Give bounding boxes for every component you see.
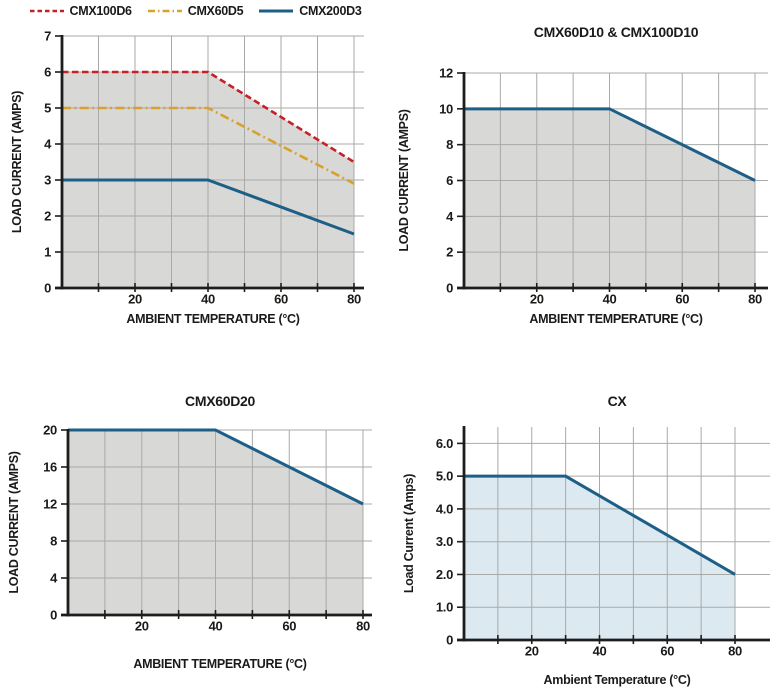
axes (457, 72, 768, 292)
series-line-CMX60D5 (62, 106, 355, 185)
axes (55, 35, 364, 292)
y-tick-label: 20 (43, 423, 57, 438)
y-tick-label: 6 (44, 65, 51, 80)
chart-cx: 20 40 60 80 0 1.0 2.0 3.0 4.0 5.0 6.0 Ambient Tempe… (390, 380, 778, 694)
legend-label: CMX200D3 (299, 4, 362, 18)
y-axis-label: LOAD CURRENT (AMPS) (7, 451, 21, 593)
y-tick-label: 1 (44, 245, 51, 260)
y-tick-label: 5 (44, 101, 51, 116)
chart-canvas: 20 40 60 80 0 4 8 12 16 20 AMBIENT TEMPERATURE (°C… (7, 393, 372, 671)
y-tick-label: 2.0 (436, 567, 453, 582)
legend-label: CMX100D6 (69, 4, 133, 18)
legend-label: CMX60D5 (187, 4, 244, 18)
chart-canvas: 20 40 60 80 0 2 4 6 8 10 12 AMBIENT TEMPERATURE (°C… (397, 24, 768, 326)
x-axis-label: AMBIENT TEMPERATURE (°C) (133, 657, 306, 671)
x-tick-label: 80 (347, 292, 361, 307)
y-axis-label: LOAD CURRENT (AMPS) (397, 109, 411, 251)
legend-item-CMX200D3: CMX200D3 (258, 4, 362, 18)
y-tick-label: 6.0 (436, 436, 453, 451)
legend: CMX100D6 CMX60D5 CMX200D3 (0, 1, 390, 21)
y-tick-label: 7 (44, 29, 51, 44)
y-tick-label: 10 (439, 101, 453, 116)
legend-item-CMX100D6: CMX100D6 (29, 4, 132, 18)
x-axis-label: Ambient Temperature (°C) (544, 673, 691, 687)
x-axis-label: AMBIENT TEMPERATURE (°C) (529, 312, 702, 326)
chart-title: CX (608, 393, 628, 409)
x-tick-label: 60 (675, 292, 689, 307)
legend-line-sample-dashdot-icon (147, 9, 182, 13)
legend-item-CMX60D5: CMX60D5 (147, 4, 244, 18)
y-tick-label: 4 (50, 571, 58, 586)
y-tick-label: 0 (50, 608, 57, 623)
series-line-CMX60D10-CMX100D10 (464, 107, 756, 182)
y-tick-label: 2 (44, 209, 51, 224)
y-tick-label: 1.0 (436, 600, 453, 615)
legend-line-sample-dashed-icon (29, 9, 64, 13)
x-tick-label: 60 (274, 292, 288, 307)
series-line-CMX200D3 (62, 178, 355, 236)
y-tick-label: 16 (43, 460, 57, 475)
x-tick-label: 80 (728, 644, 742, 659)
chart-cmx60d10-cmx100d10: 20 40 60 80 0 2 4 6 8 10 12 AMBIENT TEMPERATURE (°C… (390, 0, 778, 350)
y-tick-label: 0 (446, 633, 453, 648)
y-tick-label: 4.0 (436, 501, 453, 516)
y-tick-label: 12 (439, 66, 453, 81)
x-tick-label: 20 (530, 292, 544, 307)
x-axis-label: AMBIENT TEMPERATURE (°C) (126, 312, 299, 326)
x-tick-label: 20 (135, 619, 149, 634)
axes (457, 426, 770, 644)
chart-canvas: 20 40 60 80 0 1.0 2.0 3.0 4.0 5.0 6.0 Ambient Tempe… (402, 393, 770, 687)
y-tick-label: 3.0 (436, 534, 453, 549)
y-tick-label: 8 (446, 137, 453, 152)
y-tick-label: 12 (43, 497, 57, 512)
chart-cmx60d20: 20 40 60 80 0 4 8 12 16 20 AMBIENT TEMPERATURE (°C… (0, 380, 390, 694)
x-tick-label: 40 (593, 644, 607, 659)
x-tick-label: 60 (282, 619, 296, 634)
chart-canvas: 20 40 60 80 0 1 2 3 4 5 6 7 AMBIENT TEMPERATURE (°C)… (10, 29, 364, 326)
x-tick-label: 40 (201, 292, 215, 307)
y-tick-label: 4 (446, 209, 454, 224)
x-tick-label: 60 (660, 644, 674, 659)
y-tick-label: 4 (44, 137, 52, 152)
series-line-CMX60D20 (68, 428, 364, 506)
y-axis-label: LOAD CURRENT (AMPS) (10, 91, 24, 233)
chart-cmx100d6-cmx60d5-cmx200d3: 20 40 60 80 0 1 2 3 4 5 6 7 AMBIENT TEMPERATURE (°C)… (0, 0, 390, 350)
x-tick-label: 20 (128, 292, 142, 307)
series-line-CX (464, 474, 736, 576)
y-tick-label: 6 (446, 173, 453, 188)
y-tick-label: 2 (446, 245, 453, 260)
chart-title: CMX60D10 & CMX100D10 (534, 24, 699, 40)
x-tick-label: 80 (748, 292, 762, 307)
legend-line-sample-solid-icon (259, 9, 294, 13)
y-tick-label: 5.0 (436, 469, 453, 484)
y-axis-label: Load Current (Amps) (402, 474, 416, 593)
series-line-CMX100D6 (62, 70, 355, 164)
axes (61, 429, 372, 619)
x-tick-label: 40 (209, 619, 223, 634)
chart-title: CMX60D20 (185, 393, 255, 409)
y-tick-label: 0 (44, 281, 51, 296)
y-tick-label: 0 (446, 281, 453, 296)
y-tick-label: 8 (50, 534, 57, 549)
x-tick-label: 40 (603, 292, 617, 307)
x-tick-label: 20 (525, 644, 539, 659)
y-tick-label: 3 (44, 173, 51, 188)
x-tick-label: 80 (356, 619, 370, 634)
